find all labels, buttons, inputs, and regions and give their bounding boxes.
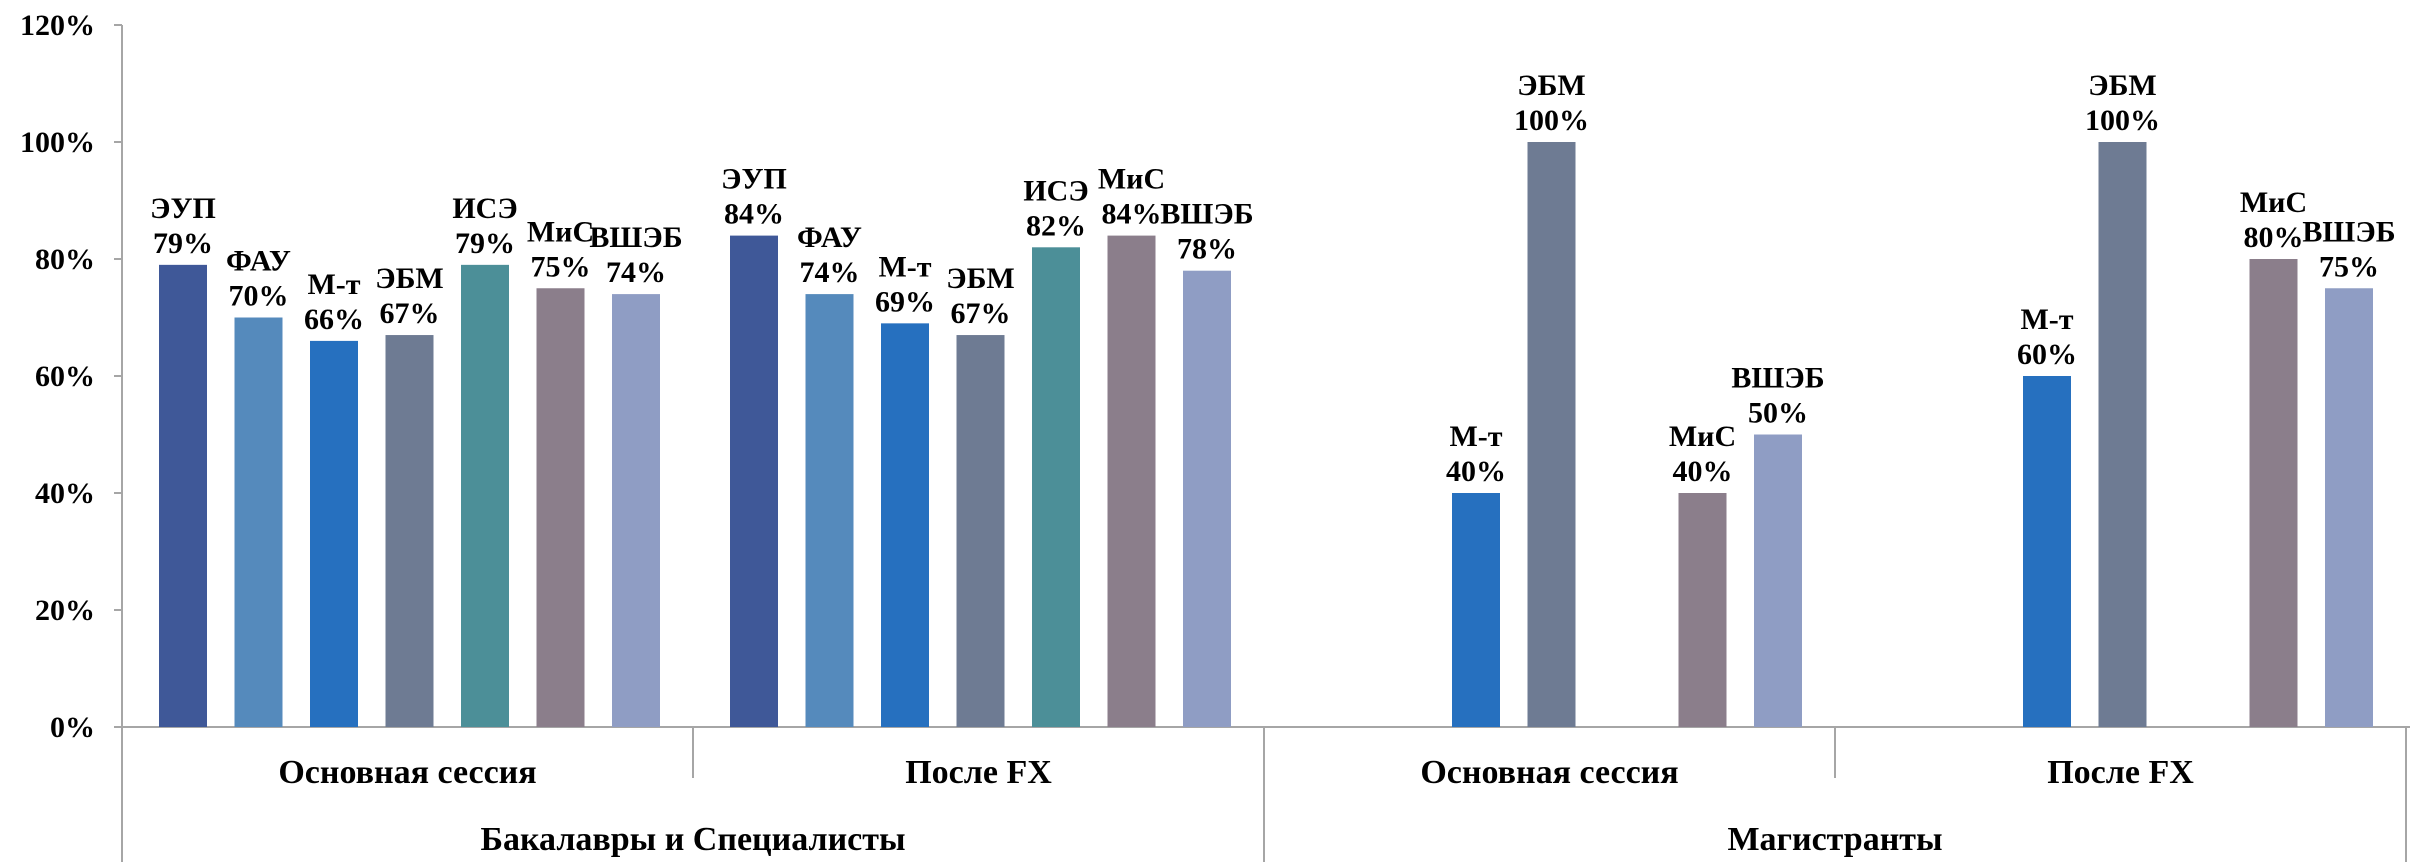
y-tick-label: 100% bbox=[20, 126, 95, 159]
bar-Бакалавры-Основная-ВШЭБ bbox=[612, 294, 660, 727]
bar-Бакалавры-После-МиС bbox=[1107, 235, 1156, 727]
bars bbox=[159, 142, 2373, 728]
bar-Бакалавры-После-ЭУП bbox=[730, 235, 778, 727]
data-label-value: 84% bbox=[1102, 198, 1162, 231]
bar-Бакалавры-Основная-ИСЭ bbox=[461, 264, 509, 727]
data-label-name: ЭБМ bbox=[2088, 69, 2157, 102]
data-label-name: ЭУП bbox=[721, 163, 787, 196]
bar-Магистранты-Основная-МиС bbox=[1678, 493, 1727, 727]
group-label: Магистранты bbox=[1727, 821, 1942, 858]
data-label-value: 40% bbox=[1673, 455, 1733, 488]
bar-Магистранты-После-МиС bbox=[2249, 259, 2298, 727]
bar-Магистранты-Основная-ЭБМ bbox=[1527, 142, 1576, 727]
data-label-value: 67% bbox=[380, 297, 440, 330]
data-label-value: 78% bbox=[1177, 233, 1237, 266]
bar-Бакалавры-Основная-ФАУ bbox=[234, 317, 283, 727]
data-label-value: 79% bbox=[153, 227, 213, 260]
data-label-name: М-т bbox=[878, 250, 931, 283]
data-label-name: МиС bbox=[1669, 420, 1736, 453]
bar-Бакалавры-После-М-т bbox=[881, 323, 929, 727]
data-label-name: ЭБМ bbox=[946, 262, 1015, 295]
subgroup-label: После FX bbox=[2047, 754, 2194, 791]
bar-Бакалавры-Основная-МиС bbox=[536, 288, 585, 727]
data-label-name: М-т bbox=[2020, 303, 2073, 336]
data-label-value: 100% bbox=[1514, 104, 1589, 137]
y-tick-label: 80% bbox=[35, 243, 95, 276]
data-label-name: М-т bbox=[307, 268, 360, 301]
data-label-value: 70% bbox=[229, 280, 289, 313]
subgroup-label: После FX bbox=[905, 754, 1052, 791]
bar-Бакалавры-После-ИСЭ bbox=[1032, 247, 1080, 728]
data-label-name: ФАУ bbox=[797, 221, 862, 254]
data-label-value: 66% bbox=[304, 303, 364, 336]
bar-Магистранты-Основная-М-т bbox=[1452, 493, 1500, 727]
group-label: Бакалавры и Специалисты bbox=[480, 821, 905, 858]
data-label-value: 40% bbox=[1446, 455, 1506, 488]
data-label-value: 75% bbox=[2319, 250, 2379, 283]
data-label-name: ИСЭ bbox=[452, 192, 517, 225]
data-label-name: МиС bbox=[527, 215, 594, 248]
bar-Бакалавры-Основная-ЭУП bbox=[159, 264, 207, 727]
axes: 0% 20% 40% 60% 80% 100% 120% bbox=[20, 9, 2410, 862]
bar-Магистранты-После-ЭБМ bbox=[2098, 142, 2147, 727]
bar-Бакалавры-Основная-ЭБМ bbox=[385, 335, 434, 727]
data-label-name: ФАУ bbox=[226, 245, 291, 278]
bar-Бакалавры-После-ФАУ bbox=[805, 294, 854, 727]
data-label-value: 100% bbox=[2085, 104, 2160, 137]
data-label-value: 79% bbox=[455, 227, 515, 260]
bar-Магистранты-После-М-т bbox=[2023, 376, 2071, 727]
data-label-name: ВШЭБ bbox=[1160, 198, 1253, 231]
y-tick-label: 20% bbox=[35, 594, 95, 627]
data-label-value: 75% bbox=[531, 250, 591, 283]
subgroup-label: Основная сессия bbox=[1420, 754, 1678, 791]
data-label-value: 50% bbox=[1748, 397, 1808, 430]
data-label-name: ЭБМ bbox=[375, 262, 444, 295]
bar-Магистранты-Основная-ВШЭБ bbox=[1754, 434, 1802, 727]
data-label-value: 67% bbox=[951, 297, 1011, 330]
data-label-name: ВШЭБ bbox=[2302, 215, 2395, 248]
bar-Бакалавры-Основная-М-т bbox=[310, 340, 358, 727]
y-tick-label: 60% bbox=[35, 360, 95, 393]
data-label-value: 84% bbox=[724, 198, 784, 231]
data-label-value: 82% bbox=[1026, 209, 1086, 242]
data-label-name: МиС bbox=[2240, 186, 2307, 219]
data-label-value: 60% bbox=[2017, 338, 2077, 371]
data-label-name: М-т bbox=[1449, 420, 1502, 453]
bar-Магистранты-После-ВШЭБ bbox=[2325, 288, 2373, 727]
subgroup-label: Основная сессия bbox=[278, 754, 536, 791]
y-tick-label: 0% bbox=[50, 711, 95, 744]
data-label-value: 69% bbox=[875, 285, 935, 318]
bar-Бакалавры-После-ЭБМ bbox=[956, 335, 1005, 727]
data-label-name: МиС bbox=[1098, 163, 1165, 196]
y-tick-label: 120% bbox=[20, 9, 95, 42]
data-label-name: ИСЭ bbox=[1023, 174, 1088, 207]
data-label-name: ЭУП bbox=[150, 192, 216, 225]
data-label-value: 80% bbox=[2244, 221, 2304, 254]
data-label-value: 74% bbox=[606, 256, 666, 289]
data-label-value: 74% bbox=[800, 256, 860, 289]
data-label-name: ВШЭБ bbox=[1731, 362, 1824, 395]
y-tick-label: 40% bbox=[35, 477, 95, 510]
data-label-name: ЭБМ bbox=[1517, 69, 1586, 102]
bar-Бакалавры-После-ВШЭБ bbox=[1183, 270, 1231, 727]
data-label-name: ВШЭБ bbox=[589, 221, 682, 254]
